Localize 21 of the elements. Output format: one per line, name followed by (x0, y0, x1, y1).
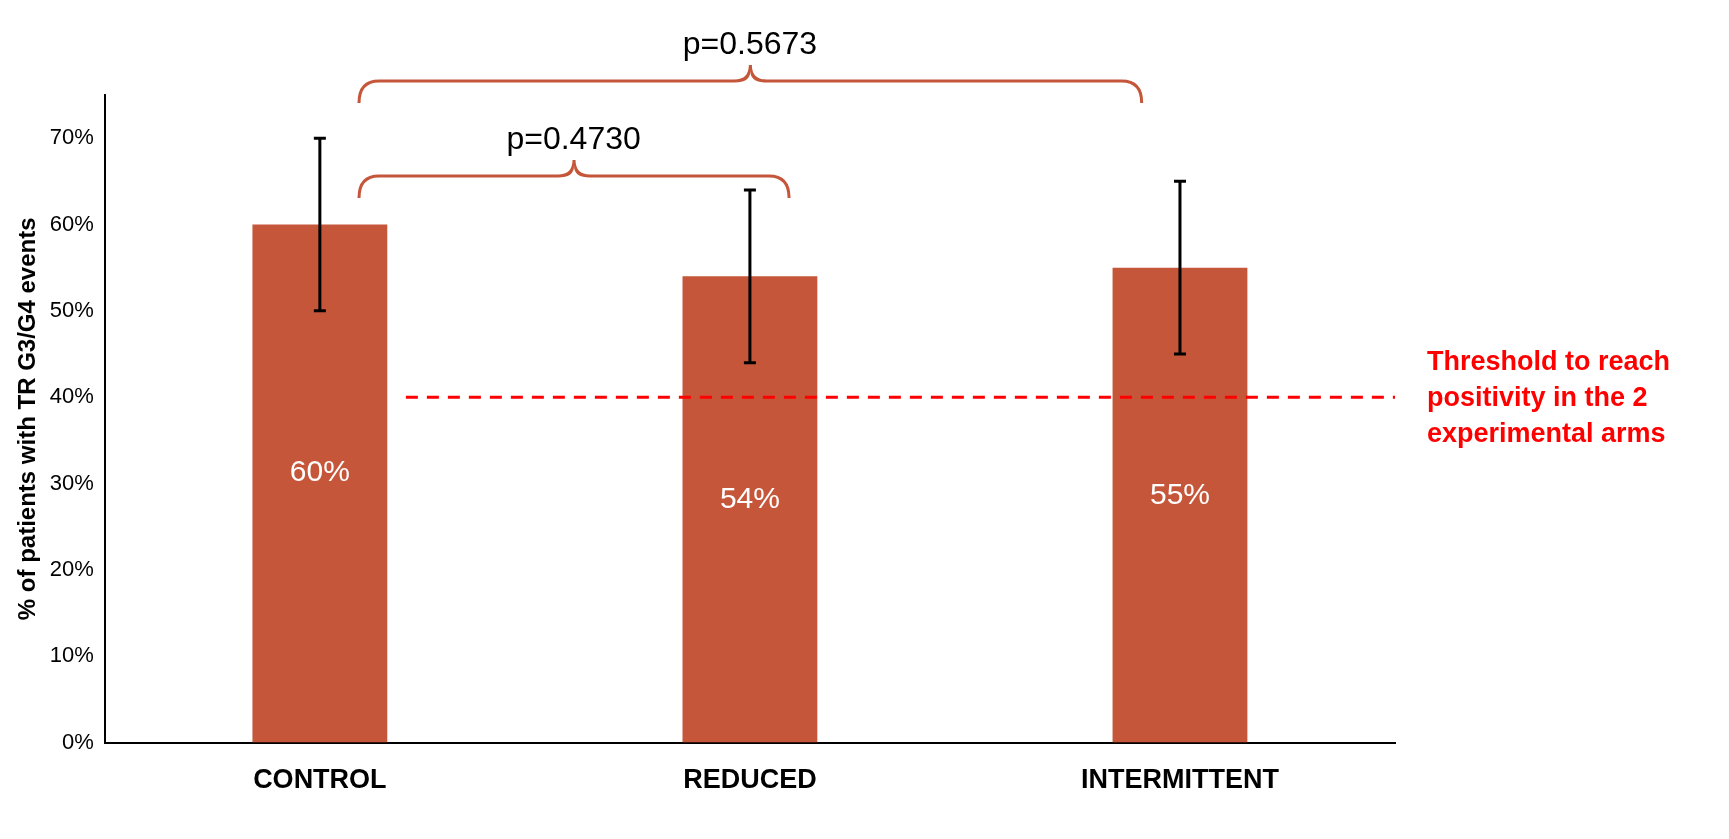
y-axis-title: % of patients with TR G3/G4 events (13, 217, 41, 621)
ref-line-label: Threshold to reach positivity in the 2 experimental arms (1427, 345, 1672, 451)
data-label: 60% (289, 454, 350, 488)
y-tick-label: 20% (49, 555, 94, 581)
y-tick-label: 30% (49, 469, 94, 495)
x-tick-label: REDUCED (683, 764, 817, 795)
bar (252, 224, 388, 743)
y-tick-label: 40% (49, 383, 94, 409)
data-label: 55% (1149, 476, 1210, 510)
y-tick-label: 0% (62, 728, 94, 754)
x-tick-label: CONTROL (253, 764, 387, 795)
annotation: p=0.4730 (506, 120, 641, 156)
y-tick-label: 50% (49, 296, 94, 322)
y-tick-label: 60% (49, 210, 94, 236)
text: p=0.5673 (682, 25, 818, 61)
y-tick-label: 10% (49, 642, 94, 668)
x-tick-label: INTERMITTENT (1080, 764, 1280, 795)
bar (682, 276, 818, 743)
y-tick-label: 70% (49, 124, 94, 150)
data-label: 54% (719, 481, 780, 515)
bar (1112, 267, 1248, 743)
